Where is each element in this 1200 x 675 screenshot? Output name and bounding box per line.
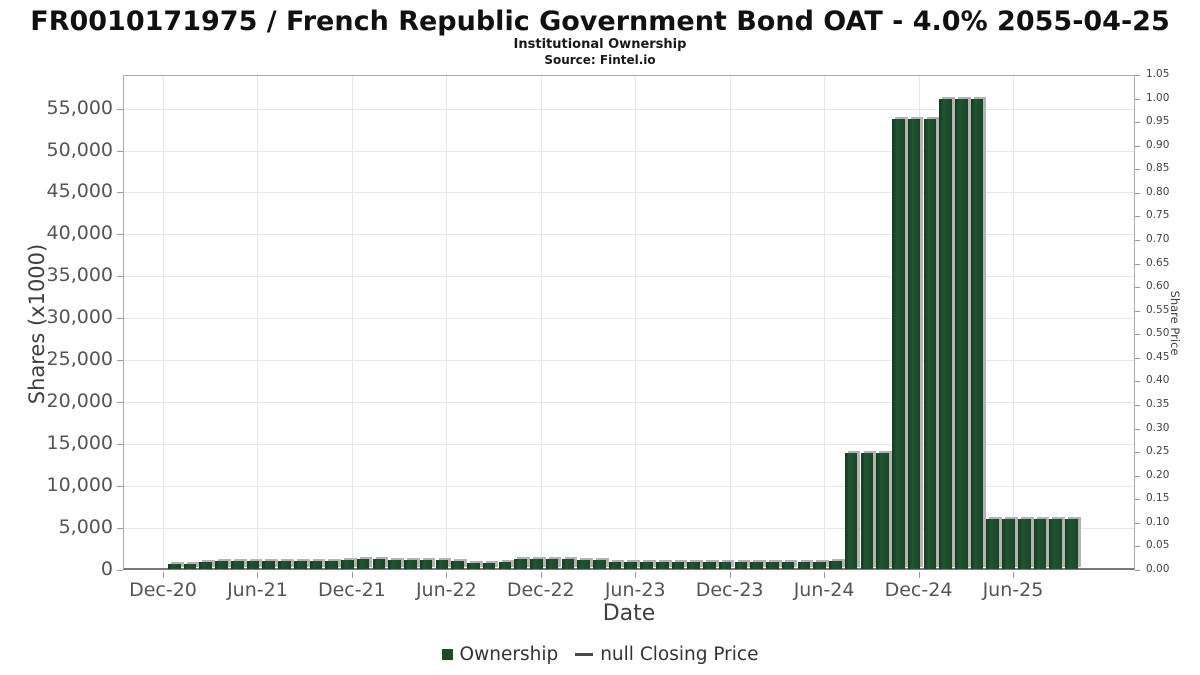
right-y-axis-title: Share Price: [1168, 290, 1182, 356]
y-tick-label: 45,000: [46, 180, 113, 203]
right-y-tickmark: [1135, 98, 1140, 100]
x-tick-label: Dec-22: [506, 579, 575, 601]
right-y-tickmark: [1135, 546, 1140, 548]
x-tick-label: Dec-20: [129, 579, 197, 601]
closing-price-line-icon: [575, 653, 594, 656]
right-y-tickmark: [1135, 169, 1140, 171]
x-tick-label: Dec-23: [695, 579, 764, 601]
x-tickmark: [918, 572, 920, 578]
x-tickmark: [446, 572, 448, 578]
x-tickmark: [540, 572, 542, 578]
right-y-tick-label: 0.75: [1146, 209, 1170, 222]
y-tick-label: 15,000: [46, 432, 113, 455]
x-tick-label: Dec-24: [884, 579, 953, 601]
right-y-tick-label: 1.05: [1146, 68, 1170, 80]
legend: Ownership null Closing Price: [0, 644, 1200, 665]
right-y-tickmark: [1135, 240, 1140, 241]
right-y-tick-label: 0.85: [1146, 162, 1170, 175]
ownership-swatch-icon: [441, 649, 453, 660]
right-y-tickmark: [1135, 475, 1140, 477]
right-y-tick-label: 0.80: [1146, 185, 1170, 198]
y-tick-label: 25,000: [46, 348, 113, 371]
chart-source: Source: Fintel.io: [544, 53, 656, 67]
x-tick-label: Jun-21: [227, 579, 288, 601]
right-y-tick-label: 0.70: [1146, 233, 1170, 245]
right-y-tickmark: [1135, 216, 1140, 218]
y-tick-label: 5,000: [58, 516, 113, 539]
x-tick-label: Jun-23: [604, 579, 666, 601]
right-y-tickmark: [1135, 357, 1140, 359]
right-y-tickmark: [1135, 310, 1140, 312]
right-y-tick-label: 0.15: [1146, 492, 1170, 505]
right-y-tick-label: 1.00: [1146, 91, 1170, 104]
y-tick-label: 40,000: [46, 222, 113, 245]
x-tickmark: [351, 572, 353, 578]
y-axis-title: Shares (x1000): [25, 243, 49, 405]
x-tick-label: Jun-22: [415, 579, 477, 601]
right-y-tickmark: [1135, 381, 1140, 383]
right-y-tick-label: 0.30: [1146, 421, 1170, 434]
right-y-tickmark: [1135, 499, 1140, 501]
right-y-tickmark: [1135, 75, 1140, 76]
right-y-tickmark: [1135, 263, 1140, 265]
right-y-tickmark: [1135, 405, 1140, 406]
right-y-tickmark: [1135, 122, 1140, 124]
x-tickmark: [257, 572, 259, 578]
chart-subtitle: Institutional Ownership: [513, 37, 687, 52]
right-y-tickmark: [1135, 145, 1140, 147]
y-tickmark: [117, 570, 123, 571]
chart-title: FR0010171975 / French Republic Governmen…: [30, 6, 1170, 37]
legend-price-label: null Closing Price: [600, 644, 759, 665]
y-tick-label: 55,000: [46, 96, 113, 119]
right-y-tick-label: 0.00: [1146, 563, 1170, 575]
right-y-tick-label: 0.10: [1146, 515, 1170, 528]
right-y-tickmark: [1135, 287, 1140, 289]
y-tick-label: 35,000: [46, 264, 113, 287]
right-y-tickmark: [1135, 522, 1140, 524]
y-tick-label: 10,000: [46, 474, 113, 497]
y-tick-label: 0: [100, 558, 113, 580]
x-tickmark: [824, 572, 826, 578]
right-y-tick-label: 0.20: [1146, 468, 1170, 481]
x-tick-label: Jun-25: [982, 579, 1044, 601]
right-y-tick-label: 0.35: [1146, 398, 1170, 410]
x-tickmark: [729, 572, 731, 578]
y-tick-label: 50,000: [46, 138, 113, 161]
right-y-tickmark: [1135, 570, 1140, 571]
x-tick-label: Dec-21: [317, 579, 386, 601]
y-tick-label: 20,000: [46, 390, 113, 413]
x-axis-title: Date: [602, 601, 656, 626]
right-y-tickmark: [1135, 192, 1140, 194]
y-tick-label: 30,000: [46, 306, 113, 329]
x-tickmark: [163, 572, 164, 578]
right-y-tick-label: 0.25: [1146, 445, 1170, 458]
right-y-tickmark: [1135, 452, 1140, 454]
x-tick-label: Jun-24: [793, 579, 855, 601]
x-tickmark: [1012, 572, 1014, 578]
right-y-tick-label: 0.95: [1146, 115, 1170, 128]
right-y-tick-label: 0.90: [1146, 138, 1170, 151]
right-y-tickmark: [1135, 334, 1140, 336]
right-y-tick-label: 0.05: [1146, 539, 1170, 552]
right-y-tickmark: [1135, 428, 1140, 430]
x-tickmark: [635, 572, 637, 578]
legend-ownership-label: Ownership: [459, 644, 559, 665]
plot-area: [123, 75, 1135, 570]
